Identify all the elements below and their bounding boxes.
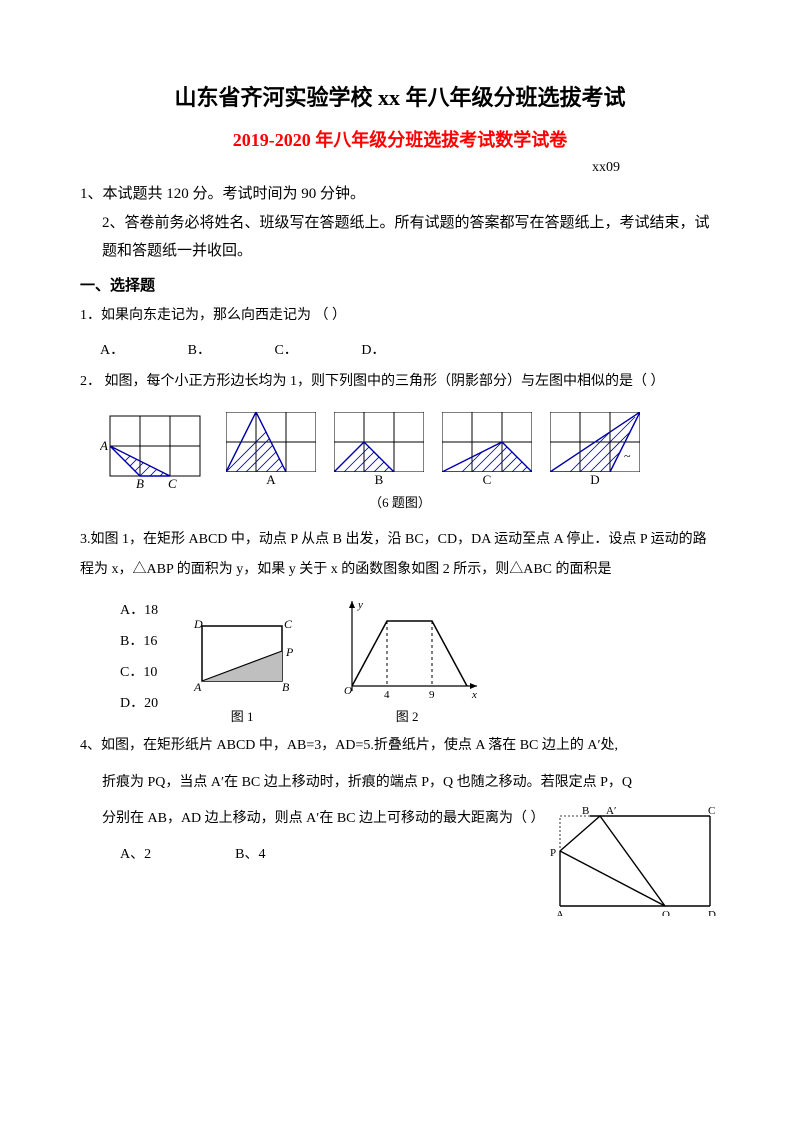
- svg-text:A: A: [193, 680, 202, 694]
- date-code: xx09: [80, 160, 720, 176]
- svg-text:B: B: [282, 680, 290, 694]
- main-title: 山东省齐河实验学校 xx 年八年级分班选拔考试: [80, 80, 720, 112]
- svg-text:4: 4: [384, 689, 390, 701]
- q2-option-c-figure: C: [442, 412, 532, 488]
- q3-body: A．18 B．16 C．10 D．20 D C P A B: [80, 596, 720, 725]
- q3-answer-c: C．10: [120, 658, 158, 689]
- q3-figure-1: D C P A B 图 1: [182, 606, 302, 725]
- svg-text:A′: A′: [606, 806, 616, 817]
- svg-text:y: y: [357, 599, 363, 611]
- svg-text:9: 9: [429, 689, 435, 701]
- q4-option-b: B、4: [235, 843, 265, 863]
- subtitle: 2019-2020 年八年级分班选拔考试数学试卷: [80, 126, 720, 152]
- svg-text:O: O: [344, 685, 352, 697]
- svg-text:Q: Q: [662, 909, 670, 916]
- svg-text:C: C: [168, 476, 177, 488]
- q3-answer-d: D．20: [120, 689, 158, 720]
- q1-option-d: D．: [361, 339, 385, 359]
- q4-figure: B A′ C P A Q D: [550, 806, 720, 916]
- q2-option-d-figure: ~ D: [550, 412, 640, 488]
- question-1: 1．如果向东走记为，那么向西走记为 （ ）: [80, 303, 720, 330]
- question-4-line3: 分别在 AB，AD 边上移动，则点 A′在 BC 边上可移动的最大距离为（ ）: [80, 806, 550, 833]
- svg-text:B: B: [136, 476, 144, 488]
- q3-answer-b: B．16: [120, 627, 158, 658]
- q2-reference-figure: A B C: [100, 406, 208, 488]
- svg-text:C: C: [708, 806, 715, 817]
- section-1-heading: 一、选择题: [80, 274, 720, 295]
- q2-option-b-figure: B: [334, 412, 424, 488]
- svg-text:~: ~: [624, 449, 631, 463]
- instructions: 1、本试题共 120 分。考试时间为 90 分钟。 2、答卷前务必将姓名、班级写…: [80, 180, 720, 266]
- q3-figures: D C P A B 图 1: [182, 596, 482, 725]
- q3-answers: A．18 B．16 C．10 D．20: [120, 596, 158, 719]
- q4-option-a: A、2: [120, 843, 151, 863]
- svg-text:P: P: [285, 645, 294, 659]
- question-4-line1: 4、如图，在矩形纸片 ABCD 中，AB=3，AD=5.折叠纸片，使点 A 落在…: [80, 733, 720, 760]
- instruction-line-1: 1、本试题共 120 分。考试时间为 90 分钟。: [80, 180, 720, 209]
- q4-bottom: 分别在 AB，AD 边上移动，则点 A′在 BC 边上可移动的最大距离为（ ） …: [80, 806, 720, 916]
- question-4-line2: 折痕为 PQ，当点 A′在 BC 边上移动时，折痕的端点 P，Q 也随之移动。若…: [80, 770, 720, 797]
- instruction-line-2: 2、答卷前务必将姓名、班级写在答题纸上。所有试题的答案都写在答题纸上，考试结束，…: [80, 209, 720, 266]
- svg-text:D: D: [708, 909, 716, 916]
- q4-options: A、2 B、4: [80, 843, 550, 863]
- svg-text:D: D: [193, 617, 203, 631]
- q1-option-a: A．: [100, 339, 124, 359]
- svg-text:A: A: [100, 438, 108, 453]
- q2-caption: （6 题图）: [80, 492, 720, 511]
- svg-text:C: C: [284, 617, 293, 631]
- q1-option-c: C．: [274, 339, 297, 359]
- svg-text:x: x: [471, 689, 477, 701]
- svg-text:A: A: [556, 909, 564, 916]
- question-2: 2． 如图，每个小正方形边长均为 1，则下列图中的三角形（阴影部分）与左图中相似…: [80, 369, 720, 396]
- q3-answer-a: A．18: [120, 596, 158, 627]
- question-1-options: A． B． C． D．: [100, 339, 720, 359]
- q3-figure-2: O 4 9 x y 图 2: [332, 596, 482, 725]
- svg-text:B: B: [582, 806, 589, 817]
- question-3: 3.如图 1，在矩形 ABCD 中，动点 P 从点 B 出发，沿 BC，CD，D…: [80, 525, 720, 587]
- q2-option-a-figure: A: [226, 412, 316, 488]
- svg-text:P: P: [550, 847, 556, 859]
- q1-option-b: B．: [188, 339, 211, 359]
- exam-page: 山东省齐河实验学校 xx 年八年级分班选拔考试 2019-2020 年八年级分班…: [0, 0, 800, 956]
- q2-figure-row: A B C A: [100, 406, 720, 488]
